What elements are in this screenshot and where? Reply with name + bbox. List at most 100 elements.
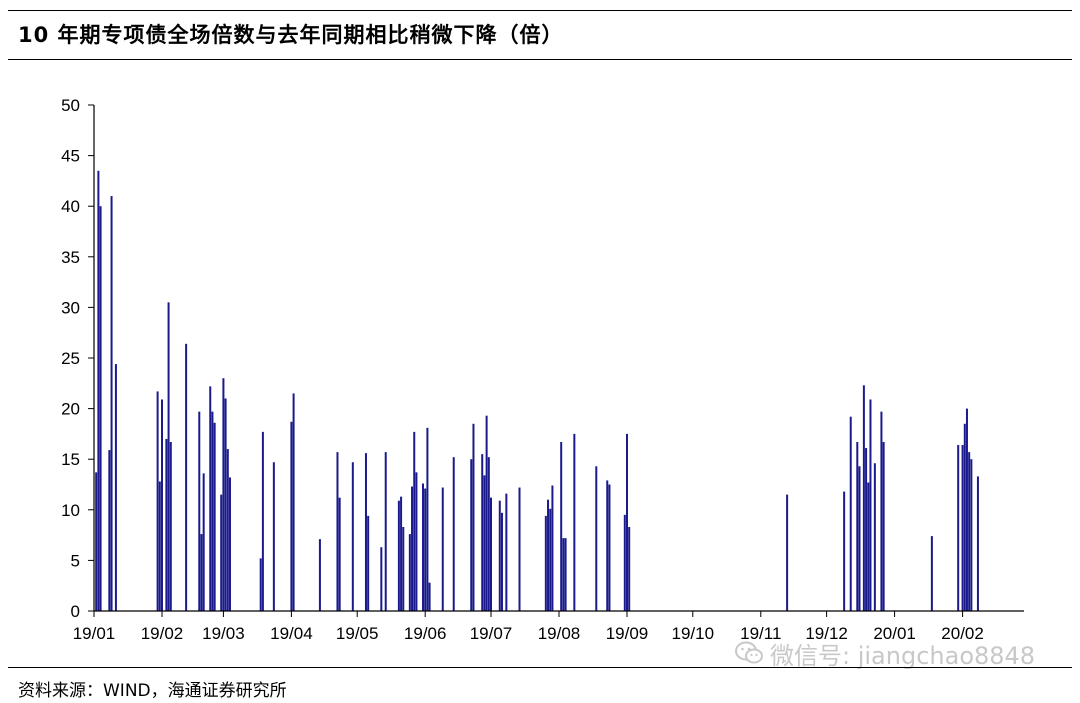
bar — [110, 196, 113, 611]
bar — [930, 536, 933, 611]
x-tick-label: 19/08 — [538, 624, 581, 643]
bar — [562, 538, 565, 611]
bar — [185, 343, 188, 611]
bar — [402, 527, 405, 611]
bar — [364, 453, 367, 611]
bar — [169, 442, 172, 611]
bar — [259, 558, 262, 611]
bar — [114, 364, 117, 611]
bar — [167, 302, 170, 611]
bar — [626, 433, 628, 611]
bar — [856, 442, 859, 611]
bar — [367, 515, 370, 611]
x-tick-label: 20/01 — [873, 624, 916, 643]
bar — [472, 423, 475, 611]
x-tick-label: 19/09 — [606, 624, 649, 643]
bar — [970, 459, 973, 611]
bar — [272, 462, 275, 611]
bar — [290, 421, 293, 611]
chart-header: 10 年期专项债全场倍数与去年同期相比稍微下降（倍） — [0, 0, 1080, 60]
bar — [560, 442, 563, 611]
y-tick-label: 20 — [61, 400, 80, 419]
bar — [606, 480, 609, 611]
y-tick-label: 15 — [61, 450, 80, 469]
bar — [963, 423, 966, 611]
bar — [209, 386, 212, 611]
bar — [338, 497, 341, 611]
bar — [595, 466, 598, 611]
footer-rule — [8, 667, 1072, 668]
x-tick-label: 19/07 — [470, 624, 513, 643]
watermark-text: 微信号: jiangchao8848 — [770, 641, 1036, 670]
bar — [961, 445, 964, 611]
y-tick-label: 50 — [61, 96, 80, 115]
bar — [882, 442, 885, 611]
bar — [965, 408, 968, 611]
bar — [380, 547, 383, 611]
bar — [623, 514, 626, 611]
x-tick-label: 19/04 — [270, 624, 313, 643]
bar — [968, 452, 971, 611]
bar — [786, 494, 789, 611]
bar — [976, 476, 979, 611]
bar — [336, 452, 339, 611]
y-tick-label: 40 — [61, 197, 80, 216]
bar — [158, 481, 161, 611]
bar — [544, 515, 547, 611]
bar — [549, 508, 552, 611]
bar — [213, 422, 216, 611]
bar — [867, 482, 870, 611]
bar — [452, 457, 455, 611]
bar — [351, 462, 354, 611]
bar — [224, 398, 227, 611]
bar — [413, 431, 416, 611]
bar — [408, 534, 411, 611]
bar — [608, 484, 611, 611]
bar — [957, 445, 960, 611]
bar — [500, 512, 503, 611]
bar — [200, 534, 203, 611]
bar — [411, 486, 414, 611]
bar — [485, 415, 488, 611]
y-tick-label: 10 — [61, 501, 80, 520]
bar — [226, 449, 229, 611]
bar — [628, 527, 631, 611]
watermark: 微信号: jiangchao8848 — [734, 638, 1036, 670]
header-bottom-rule — [8, 59, 1072, 60]
bar — [220, 494, 223, 611]
x-tick-label: 19/02 — [141, 624, 184, 643]
source-note: 资料来源：WIND，海通证券研究所 — [18, 681, 287, 701]
bar — [318, 539, 321, 611]
bar — [97, 170, 100, 611]
header-top-rule — [8, 10, 1072, 11]
bar — [384, 452, 387, 611]
bar — [99, 206, 102, 611]
bar — [551, 485, 554, 611]
bar — [547, 499, 550, 611]
bar — [428, 582, 431, 611]
x-tick-label: 19/06 — [404, 624, 447, 643]
x-tick-label: 19/03 — [202, 624, 245, 643]
bar — [490, 497, 492, 611]
bar — [228, 477, 231, 611]
y-tick-label: 25 — [61, 349, 80, 368]
bar — [849, 416, 852, 611]
bar — [108, 450, 111, 611]
bar — [573, 433, 576, 611]
wechat-icon — [735, 641, 763, 664]
bar — [498, 500, 501, 611]
bar — [400, 496, 403, 611]
bar — [564, 538, 567, 611]
bar — [487, 457, 490, 611]
bar — [422, 483, 425, 611]
bar — [483, 475, 486, 611]
bar — [156, 391, 159, 611]
chart-title: 10 年期专项债全场倍数与去年同期相比稍微下降（倍） — [18, 23, 564, 47]
bar — [481, 454, 484, 611]
bar — [161, 399, 163, 611]
bar — [415, 472, 418, 611]
x-tick-label: 19/01 — [73, 624, 116, 643]
bar — [424, 488, 427, 611]
bar — [869, 399, 872, 611]
bar — [865, 448, 868, 611]
